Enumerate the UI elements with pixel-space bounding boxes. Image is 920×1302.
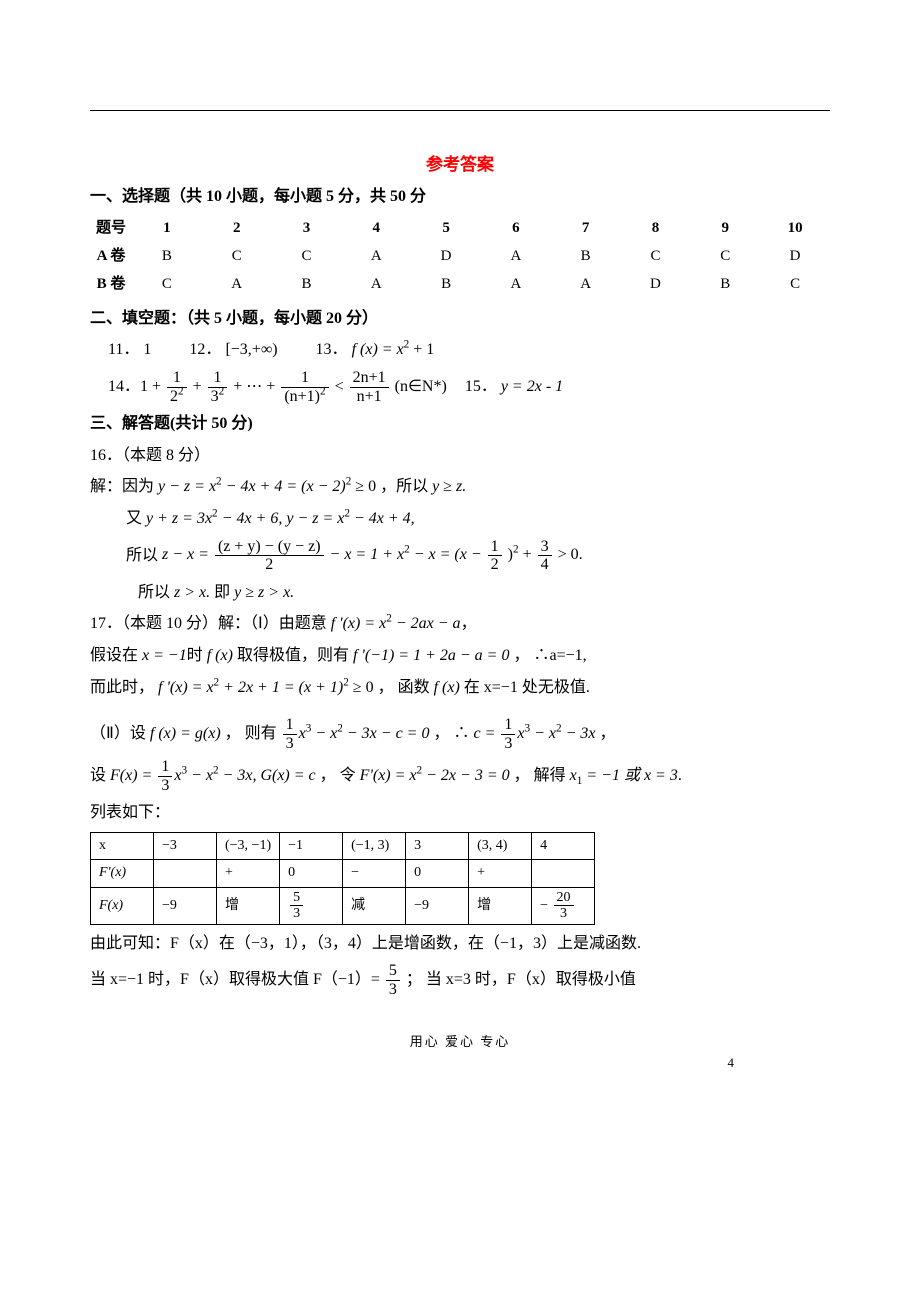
fill-row-2: 14． 1 + 122 + 132 + ⋯ + 1(n+1)2 < 2n+1n+… <box>108 369 830 405</box>
q16-line3: 所以 z − x = (z + y) − (y − z)2 − x = 1 + … <box>126 538 830 574</box>
table-row: B 卷 C A B A B A A D B C <box>90 270 830 298</box>
fill-row-1: 11． 1 12． [−3,+∞) 13． f (x) = x2 + 1 <box>108 337 830 363</box>
table-row: F'(x) + 0 − 0 + <box>91 860 595 887</box>
q12-num: 12． <box>189 337 221 363</box>
header-rule <box>90 110 830 111</box>
q17-line4: （Ⅱ）设 f (x) = g(x) ， 则有 13x3 − x2 − 3x − … <box>90 716 830 752</box>
page-title: 参考答案 <box>90 151 830 178</box>
table-row: F(x) −9 增 53 减 −9 增 − 203 <box>91 887 595 924</box>
fx-table: x −3 (−3, −1) −1 (−1, 3) 3 (3, 4) 4 F'(x… <box>90 832 595 925</box>
footer-text: 用心 爱心 专心 <box>90 1032 830 1053</box>
section2-heading: 二、填空题：（共 5 小题，每小题 20 分） <box>90 306 830 332</box>
section3-heading: 三、解答题(共计 50 分) <box>90 411 830 437</box>
tail-line1: 由此可知：F（x）在（−3，1），（3，4）上是增函数，在（−1，3）上是减函数… <box>90 931 830 957</box>
q17-line3: 而此时， f '(x) = x2 + 2x + 1 = (x + 1)2 ≥ 0… <box>90 675 830 701</box>
q17-line2: 假设在 x = −1时 f (x) 取得极值，则有 f '(−1) = 1 + … <box>90 643 830 669</box>
answers-table: 题号 1 2 3 4 5 6 7 8 9 10 A 卷 B C C A D A … <box>90 214 830 298</box>
q17-line5: 设 F(x) = 13x3 − x2 − 3x, G(x) = c ， 令 F'… <box>90 758 830 794</box>
q16-label: 16．（本题 8 分） <box>90 443 830 469</box>
q14-ans: 1 + 122 + 132 + ⋯ + 1(n+1)2 < 2n+1n+1 <box>140 369 391 405</box>
q15-num: 15． <box>465 374 497 400</box>
q13-num: 13． <box>316 337 348 363</box>
q15-ans: y = 2x - 1 <box>501 374 563 400</box>
q16-line1: 解：因为 y − z = x2 − 4x + 4 = (x − 2)2 ≥ 0 … <box>90 474 830 500</box>
section1-heading: 一、选择题（共 10 小题，每小题 5 分，共 50 分 <box>90 184 830 210</box>
tail-line2: 当 x=−1 时，F（x）取得极大值 F（−1）= 53 ； 当 x=3 时，F… <box>90 962 830 998</box>
table-row: 题号 1 2 3 4 5 6 7 8 9 10 <box>90 214 830 242</box>
page-number: 4 <box>728 1053 735 1074</box>
frac-cell: − 203 <box>532 887 595 924</box>
q12-ans: [−3,+∞) <box>225 337 277 363</box>
frac-cell: 53 <box>280 887 343 924</box>
q16-line2: 又 y + z = 3x2 − 4x + 6, y − z = x2 − 4x … <box>126 506 830 532</box>
q17-line6: 列表如下： <box>90 800 830 826</box>
table-row: A 卷 B C C A D A B C C D <box>90 242 830 270</box>
q14-num: 14． <box>108 374 140 400</box>
q17-line1: 17．（本题 10 分）解：（Ⅰ）由题意 f '(x) = x2 − 2ax −… <box>90 611 830 637</box>
q16-line4: 所以 z > x. 即 y ≥ z > x. <box>138 580 830 606</box>
q11-ans: 1 <box>143 337 151 363</box>
row-header: 题号 <box>90 214 132 242</box>
q13-ans: f (x) = x2 + 1 <box>352 337 435 363</box>
table-row: x −3 (−3, −1) −1 (−1, 3) 3 (3, 4) 4 <box>91 833 595 860</box>
q11-num: 11． <box>108 337 139 363</box>
q14-note: (n∈N*) <box>395 374 447 400</box>
